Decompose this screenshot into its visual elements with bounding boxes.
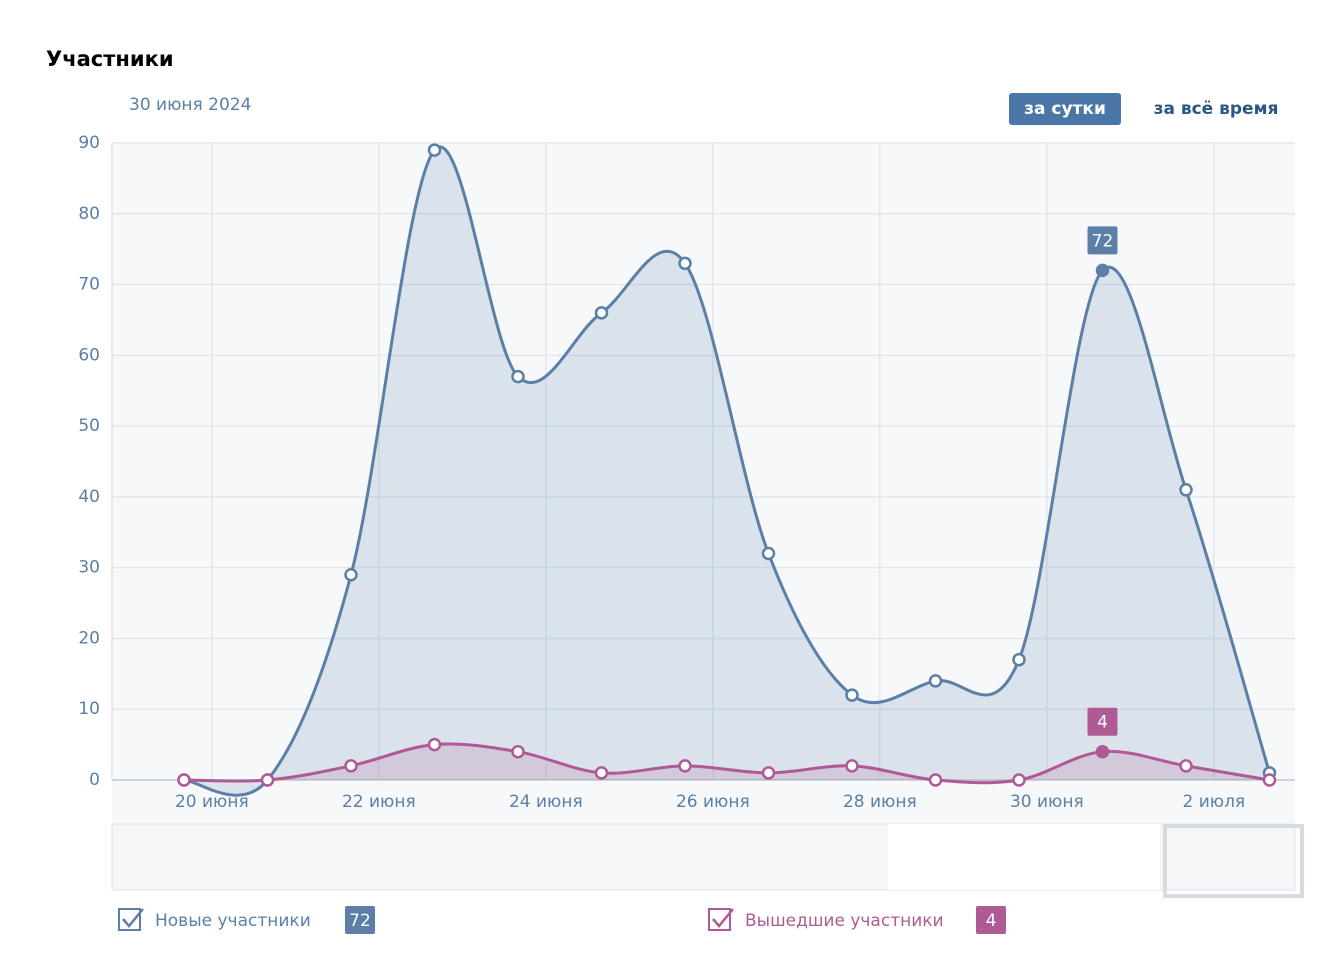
- y-tick-label: 90: [78, 133, 100, 153]
- y-tick-label: 80: [78, 204, 100, 224]
- button[interactable]: за сутки: [1024, 99, 1106, 119]
- x-tick-label: 2 июля: [1182, 792, 1245, 812]
- point: [761, 546, 776, 561]
- point: [427, 737, 442, 752]
- button[interactable]: за всё время: [1154, 99, 1279, 119]
- point: [177, 773, 191, 787]
- value-label: 4: [1097, 713, 1108, 733]
- point: [260, 773, 275, 787]
- point: [761, 766, 776, 780]
- point: [594, 306, 609, 320]
- point: [1012, 652, 1026, 667]
- legend-value: 4: [986, 911, 997, 931]
- point: [678, 256, 692, 271]
- legend-badge: [976, 906, 1006, 934]
- legend-checkbox[interactable]: [708, 908, 731, 931]
- navigator-handle[interactable]: [1163, 824, 1304, 898]
- y-tick-label: 50: [78, 416, 100, 436]
- area: [184, 146, 1270, 796]
- point: [928, 773, 943, 787]
- point: [845, 759, 859, 773]
- chart-title: Участники: [46, 47, 174, 71]
- legend-checkbox[interactable]: [118, 908, 141, 931]
- point: [928, 674, 943, 688]
- legend-check: [122, 908, 144, 928]
- legend-label: Новые участники: [155, 911, 311, 931]
- value-badge: [1087, 226, 1118, 255]
- y-tick-label: 60: [78, 345, 100, 365]
- x-tick-label: 28 июня: [843, 792, 917, 812]
- point: [1179, 759, 1193, 773]
- date-label: 30 июня 2024: [129, 95, 251, 115]
- navigator-window[interactable]: [888, 824, 1160, 890]
- point: [1095, 263, 1110, 278]
- x-tick-label: 22 июня: [342, 792, 416, 812]
- x-tick-label: 30 июня: [1010, 792, 1084, 812]
- line: [183, 742, 1270, 785]
- x-tick-label: 24 июня: [509, 792, 583, 812]
- area: [184, 743, 1270, 783]
- point: [1179, 483, 1193, 497]
- value-badge: [1087, 707, 1118, 736]
- y-tick-label: 40: [78, 487, 100, 507]
- y-tick-label: 20: [78, 628, 100, 648]
- point: [1012, 773, 1026, 787]
- legend-badge: [345, 906, 375, 934]
- point: [344, 567, 358, 582]
- legend-label: Вышедшие участники: [745, 911, 944, 931]
- point: [1262, 773, 1277, 787]
- value-label: 72: [1092, 231, 1114, 251]
- x-tick-label: 20 июня: [175, 792, 249, 812]
- legend-check: [712, 908, 734, 928]
- point: [511, 369, 525, 384]
- button-bg[interactable]: [1009, 93, 1121, 125]
- y-tick-label: 10: [78, 699, 100, 719]
- point: [678, 759, 692, 773]
- x-tick-label: 26 июня: [676, 792, 750, 812]
- point: [1095, 744, 1110, 759]
- point: [511, 744, 525, 759]
- y-tick-label: 30: [78, 558, 100, 578]
- y-tick-label: 0: [89, 770, 100, 790]
- y-tick-label: 70: [78, 275, 100, 295]
- point: [845, 688, 859, 702]
- point: [594, 766, 609, 780]
- point: [344, 759, 358, 773]
- point: [427, 143, 442, 157]
- legend-value: 72: [349, 911, 371, 931]
